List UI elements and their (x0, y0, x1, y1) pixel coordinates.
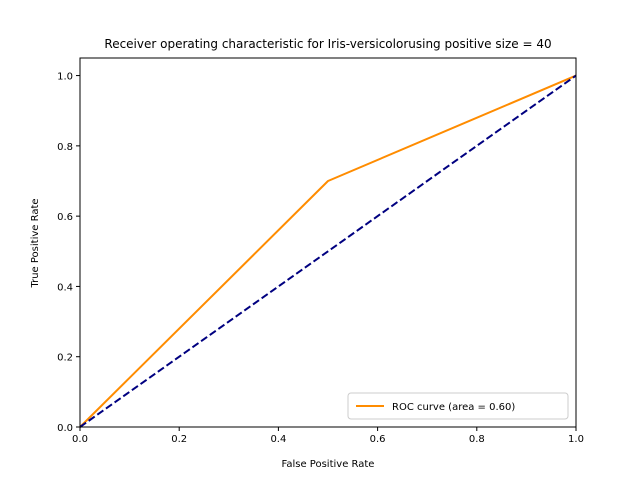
x-axis-label: False Positive Rate (282, 459, 375, 470)
legend: ROC curve (area = 0.60) (347, 392, 569, 420)
y-tick-label: 0.8 (57, 142, 73, 153)
x-axis: 0.0 0.2 0.4 0.6 0.8 1.0 (72, 427, 584, 445)
legend-box (347, 392, 569, 420)
reference-diagonal-line (79, 74, 577, 428)
x-tick-label: 0.0 (72, 434, 88, 445)
plot-area: 0.0 0.2 0.4 0.6 0.8 1.0 0.0 0.2 0.4 0.6 0.8 1.0 (57, 57, 584, 445)
axes-frame (80, 58, 576, 427)
axes-border (79, 57, 577, 428)
y-tick-label: 0.6 (57, 212, 73, 223)
chart-title: Receiver operating characteristic for Ir… (104, 37, 551, 51)
roc-curve-line (79, 74, 577, 428)
y-tick-label: 0.4 (57, 282, 73, 293)
y-tick-label: 0.2 (57, 353, 73, 364)
x-tick-label: 0.2 (171, 434, 187, 445)
legend-entry-label: ROC curve (area = 0.60) (392, 402, 515, 413)
x-tick-label: 0.4 (270, 434, 286, 445)
x-tick-label: 1.0 (568, 434, 584, 445)
series-layer (79, 74, 577, 428)
x-tick-label: 0.8 (469, 434, 485, 445)
y-axis-label: True Positive Rate (30, 198, 41, 288)
x-tick-label: 0.6 (370, 434, 386, 445)
y-tick-label: 0.0 (57, 423, 73, 434)
y-axis: 0.0 0.2 0.4 0.6 0.8 1.0 (57, 72, 80, 434)
y-tick-label: 1.0 (57, 72, 73, 83)
